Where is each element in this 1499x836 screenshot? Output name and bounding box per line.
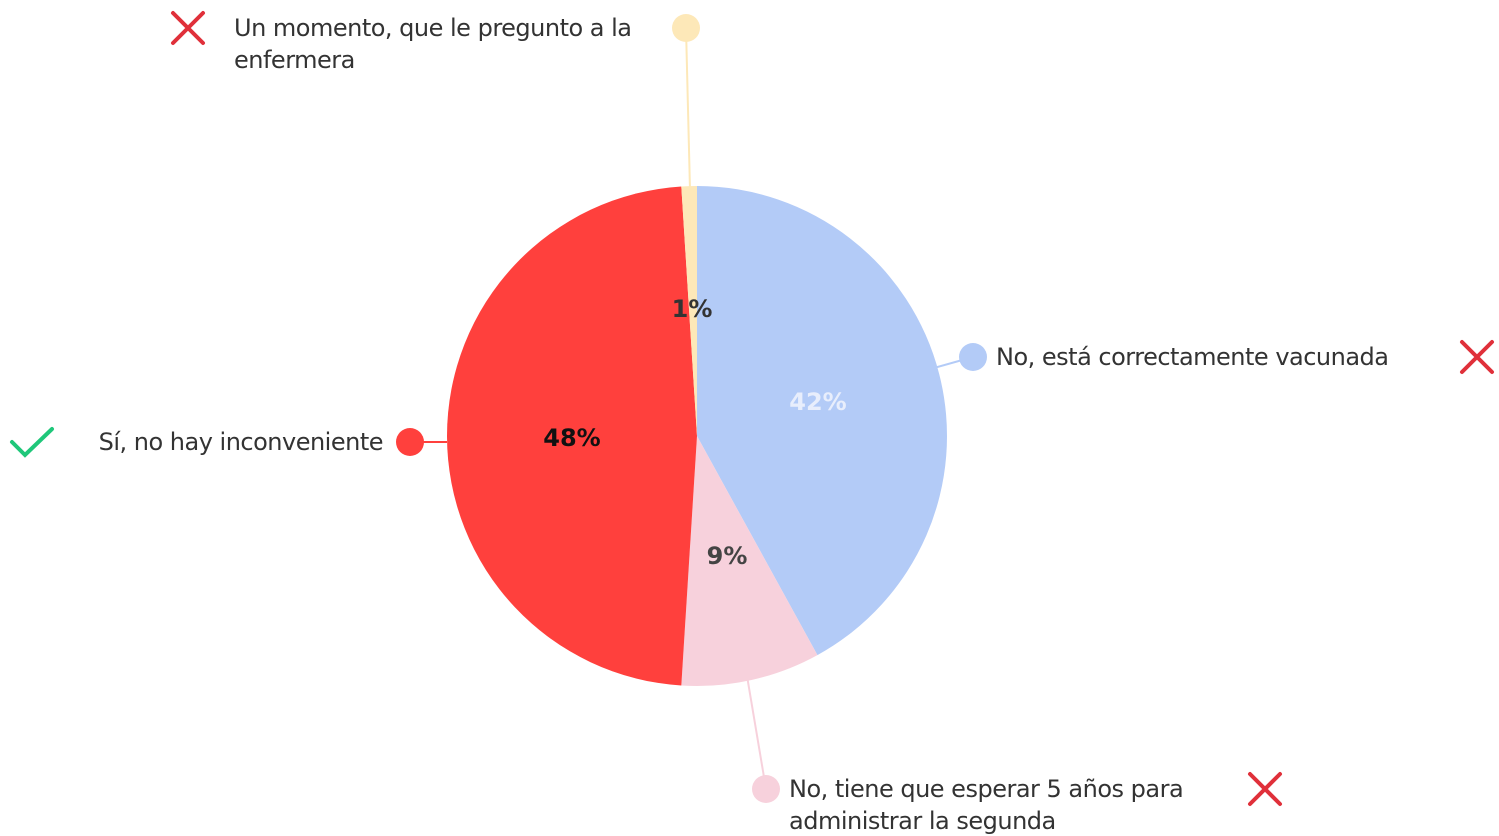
answer-label: Sí, no hay inconveniente	[98, 428, 384, 456]
pie-slice	[681, 186, 697, 436]
correct-icon	[10, 427, 54, 458]
incorrect-icon	[1248, 772, 1282, 806]
leader-line	[685, 27, 691, 191]
legend-dot	[396, 428, 424, 456]
answer-label: No, está correctamente vacunada	[996, 343, 1389, 371]
legend-dot	[752, 775, 780, 803]
percent-label: 9%	[707, 542, 748, 570]
pie-slice	[681, 436, 818, 686]
percent-label: 48%	[543, 424, 600, 452]
legend-dot	[672, 14, 700, 42]
pie-slice	[697, 186, 948, 656]
percent-label: 1%	[672, 295, 713, 323]
legend-dot	[959, 343, 987, 371]
incorrect-icon	[1460, 340, 1494, 374]
incorrect-icon	[171, 11, 205, 45]
percent-label: 42%	[789, 388, 846, 416]
answer-label: No, tiene que esperar 5 años para admini…	[789, 775, 1184, 835]
pie-slice	[447, 186, 697, 686]
answer-label: Un momento, que le pregunto a la enferme…	[234, 14, 632, 74]
